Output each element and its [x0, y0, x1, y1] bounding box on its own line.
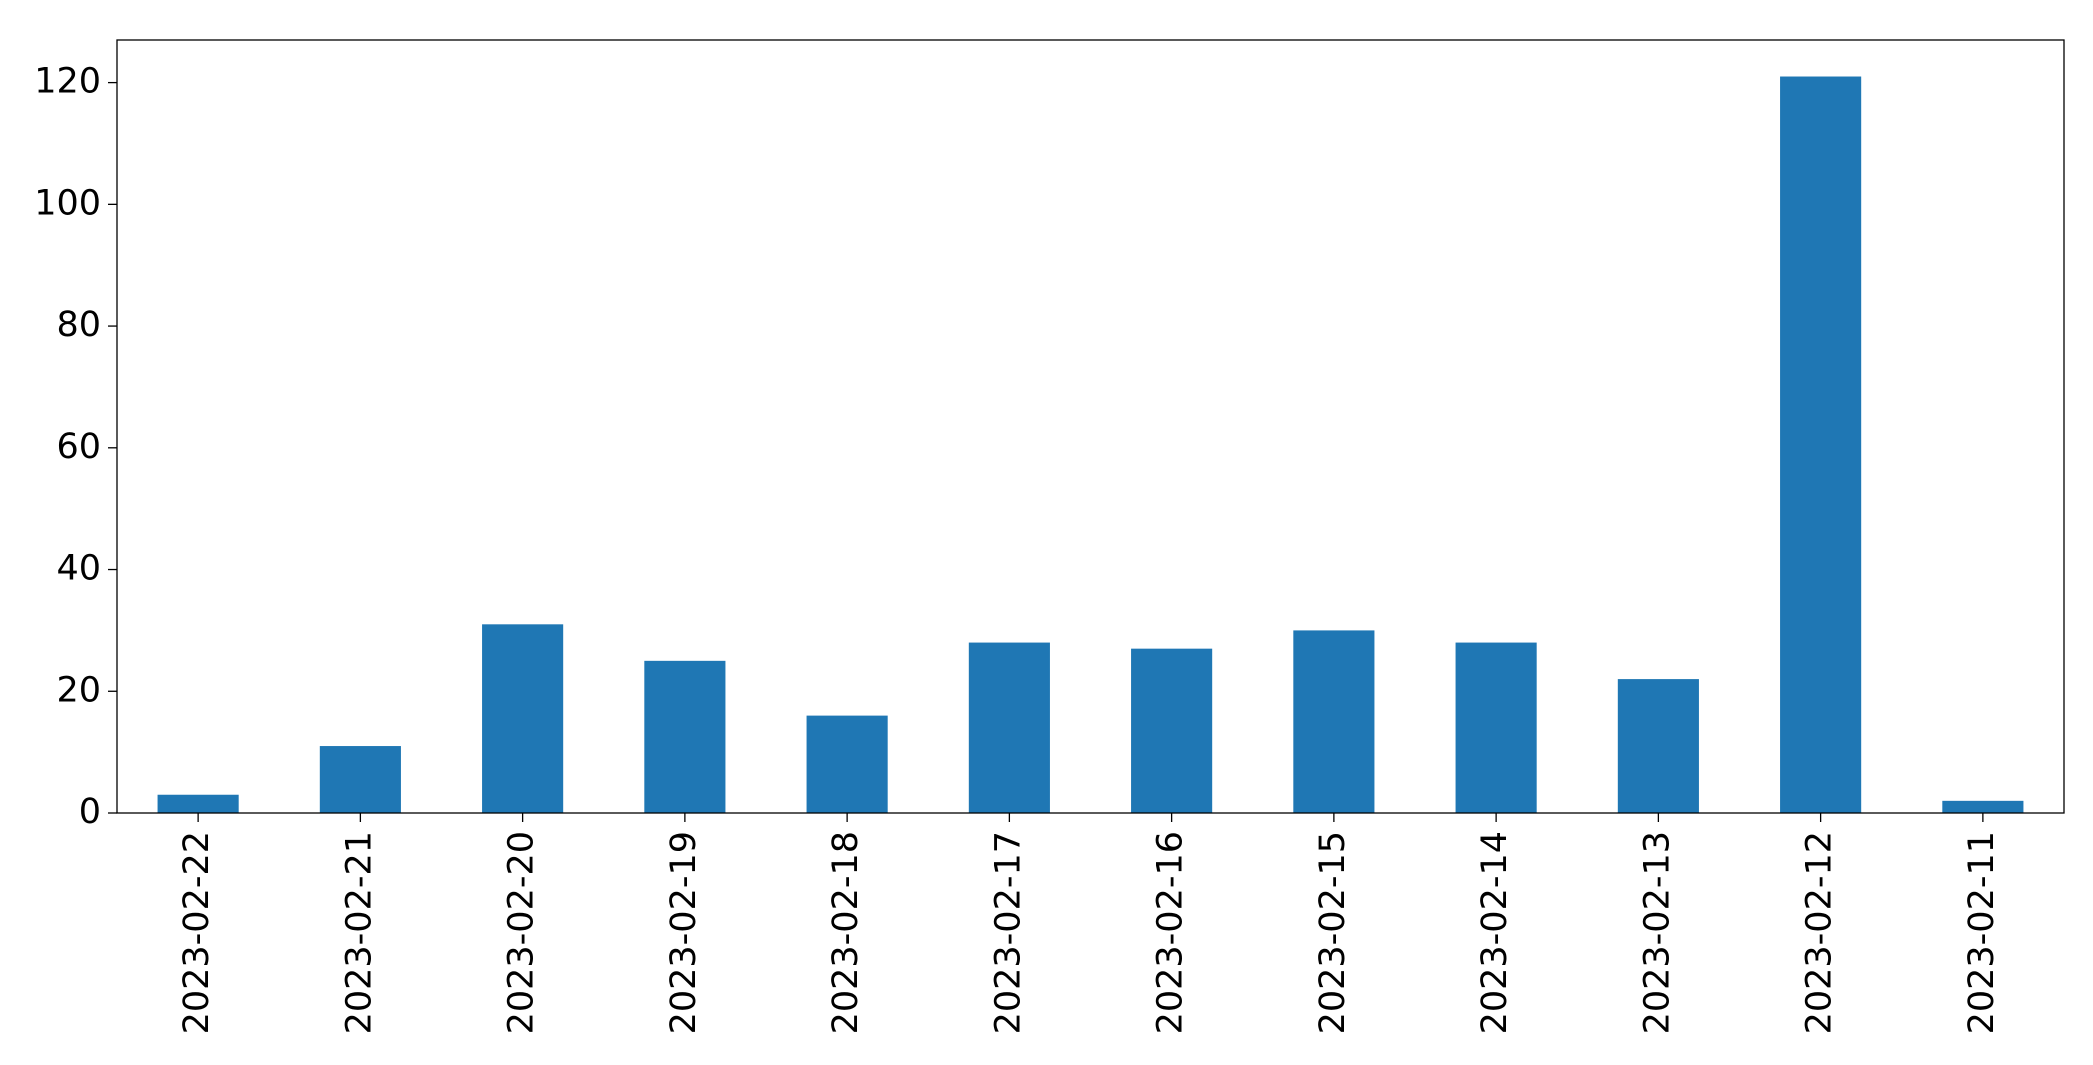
bar [1455, 642, 1537, 813]
x-tick-label: 2023-02-19 [664, 831, 704, 1034]
x-tick-label: 2023-02-20 [502, 831, 542, 1034]
x-tick-label: 2023-02-14 [1475, 831, 1515, 1034]
bar [1780, 76, 1862, 814]
y-tick-label: 60 [56, 427, 101, 467]
plot-frame [116, 39, 2065, 814]
bar [1942, 800, 2024, 813]
bar [1617, 679, 1699, 813]
y-tick-label: 40 [56, 549, 101, 589]
x-tick-label: 2023-02-11 [1962, 831, 2002, 1034]
x-tick-label: 2023-02-18 [826, 831, 866, 1034]
y-tick-label: 100 [34, 183, 101, 223]
y-tick-label: 120 [34, 62, 101, 102]
x-tick-label: 2023-02-13 [1637, 831, 1677, 1034]
bar [319, 746, 401, 813]
x-tick-label: 2023-02-22 [177, 831, 217, 1034]
y-tick-label: 20 [56, 670, 101, 710]
bar [968, 642, 1050, 813]
bar [157, 794, 239, 813]
x-tick-label: 2023-02-12 [1800, 831, 1840, 1034]
x-tick-label: 2023-02-17 [988, 831, 1028, 1034]
bar [1131, 648, 1213, 813]
bar [482, 624, 564, 813]
bar [806, 715, 888, 813]
bar [1293, 630, 1375, 813]
y-tick-label: 0 [79, 792, 101, 832]
y-tick-label: 80 [56, 305, 101, 345]
x-tick-label: 2023-02-21 [339, 831, 379, 1034]
x-tick-label: 2023-02-15 [1313, 831, 1353, 1034]
bar [644, 660, 726, 813]
x-tick-label: 2023-02-16 [1151, 831, 1191, 1034]
